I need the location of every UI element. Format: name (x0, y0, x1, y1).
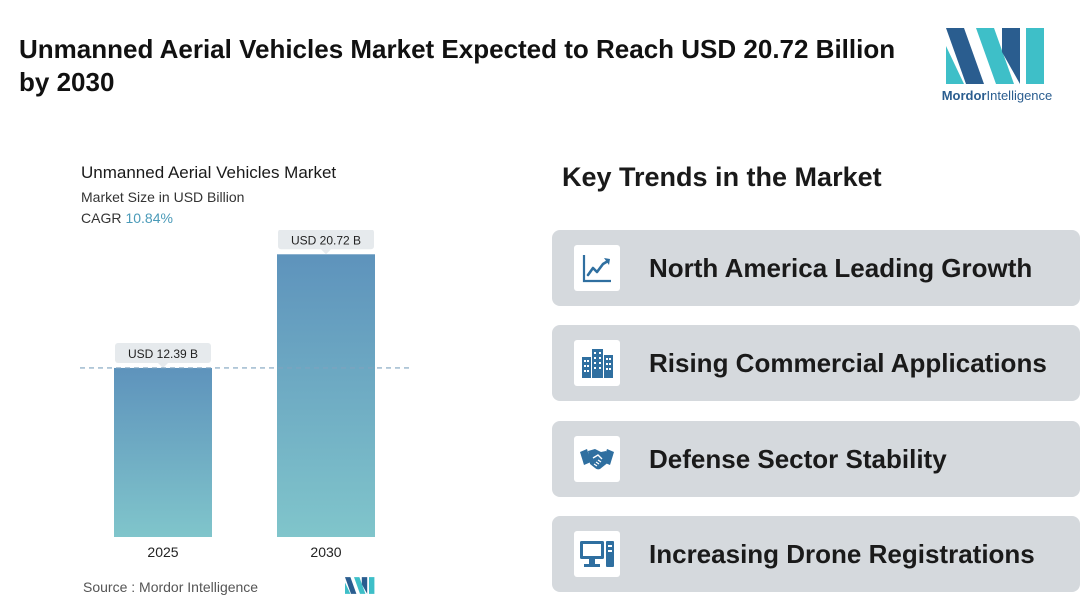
trend-icon-box (574, 531, 620, 577)
trend-card-defense-sector: Defense Sector Stability (552, 421, 1080, 497)
handshake-icon (580, 449, 614, 470)
data-label: USD 20.72 B (291, 233, 361, 247)
data-label: USD 12.39 B (128, 347, 198, 361)
trend-card-north-america: North America Leading Growth (552, 230, 1080, 306)
cagr-row: CAGR 10.84% (81, 210, 173, 226)
mordor-intelligence-logo[interactable]: MordorIntelligence (932, 28, 1062, 108)
trend-icon-box (574, 340, 620, 386)
buildings-icon (582, 349, 613, 378)
trend-card-commercial-applications: Rising Commercial Applications (552, 325, 1080, 401)
cagr-label: CAGR (81, 210, 122, 226)
bar-chart: USD 12.39 B 2025 USD 20.72 B 2030 (80, 230, 410, 560)
trend-label: Rising Commercial Applications (649, 348, 1047, 378)
page-title: Unmanned Aerial Vehicles Market Expected… (19, 34, 896, 97)
bar-2030 (277, 254, 375, 537)
source-text: Source : Mordor Intelligence (83, 579, 259, 595)
x-tick-label: 2025 (147, 544, 178, 560)
trend-icon-box (574, 245, 620, 291)
data-label-pointer (321, 249, 331, 255)
logo-mark-icon (946, 28, 1044, 84)
trend-icon-box (574, 436, 620, 482)
computer-icon (580, 541, 614, 567)
data-label-pointer (158, 362, 168, 368)
x-tick-label: 2030 (310, 544, 341, 560)
trend-label: Defense Sector Stability (649, 444, 947, 474)
trend-label: Increasing Drone Registrations (649, 539, 1035, 569)
chart-subtitle: Market Size in USD Billion (81, 189, 245, 205)
logo-text: MordorIntelligence (941, 88, 1053, 103)
chart-title: Unmanned Aerial Vehicles Market (81, 163, 337, 182)
source-logo-icon (345, 577, 375, 594)
cagr-value: 10.84% (125, 210, 173, 226)
bar-2025 (114, 367, 212, 537)
line-chart-icon (582, 255, 611, 283)
trend-label: North America Leading Growth (649, 253, 1033, 283)
trend-card-drone-registrations: Increasing Drone Registrations (552, 516, 1080, 592)
key-trends-title: Key Trends in the Market (562, 162, 882, 192)
data-label-bg (278, 230, 374, 250)
data-label-bg (115, 342, 211, 363)
